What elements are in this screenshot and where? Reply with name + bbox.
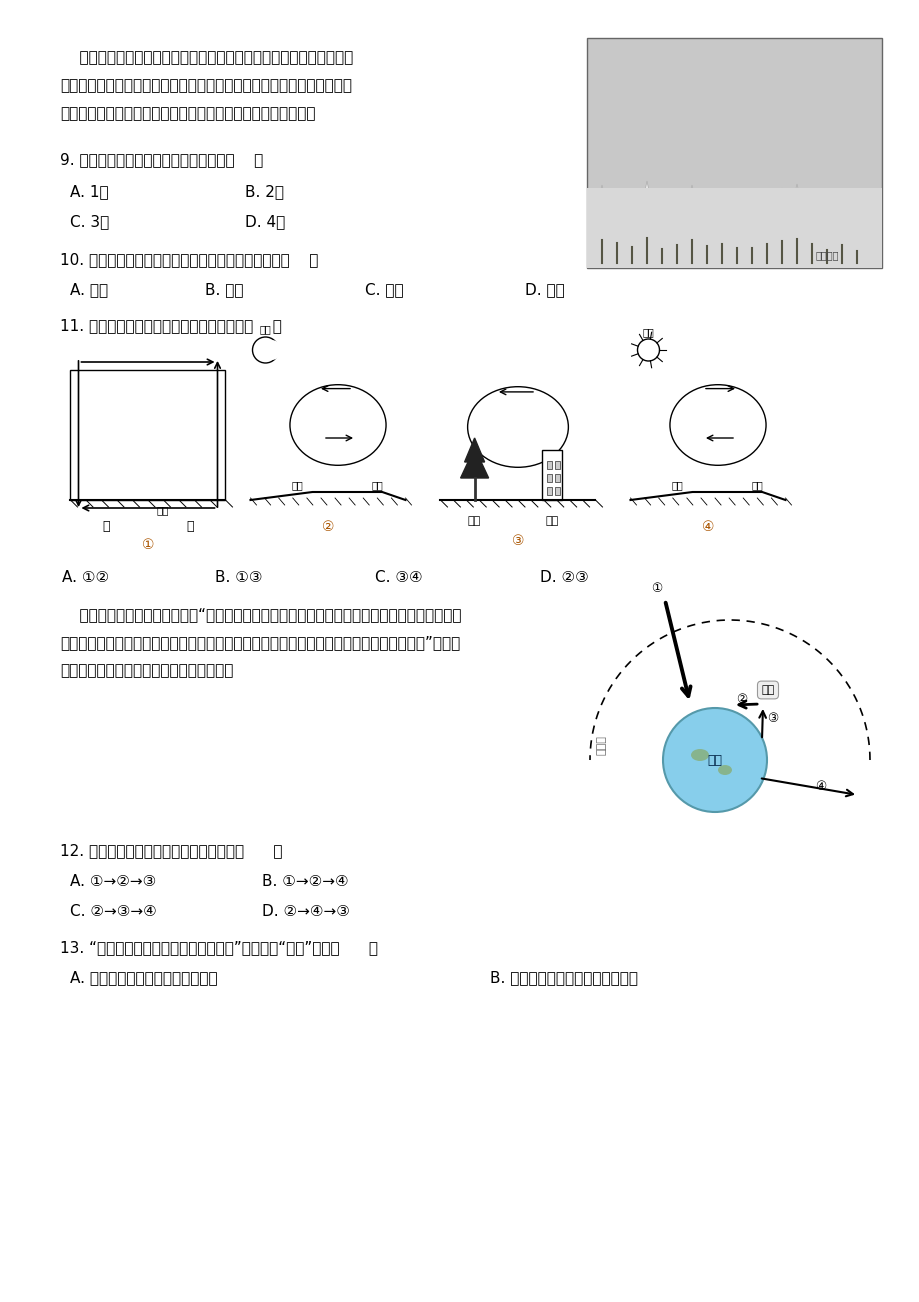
Polygon shape [634,181,658,238]
Text: 郊区: 郊区 [468,516,481,526]
Bar [554,461,560,469]
Bar [554,474,560,482]
Text: A. 海洋: A. 海洋 [70,283,108,297]
Text: 云层: 云层 [761,685,774,695]
Text: 吉林雾淧: 吉林雾淧 [814,250,838,260]
Text: C. ②→③→④: C. ②→③→④ [70,904,156,919]
Polygon shape [679,185,703,240]
Text: B. 反射大气逃说射，增大大气温度: B. 反射大气逃说射，增大大气温度 [490,970,637,986]
Ellipse shape [690,749,709,760]
Text: C. 岩石: C. 岩石 [365,283,403,297]
Text: 月亮: 月亮 [259,324,271,335]
Text: ③: ③ [766,711,777,724]
Text: 13. “放火做焉，少得烟气，则免于霜岁”，是因为“烟气”可以（      ）: 13. “放火做焉，少得烟气，则免于霜岁”，是因为“烟气”可以（ ） [60,940,378,954]
Text: 雾淧，俗称树挂，是低温时空气中水汽直接凝华，或过冷雾滴直接冻: 雾淧，俗称树挂，是低温时空气中水汽直接凝华，或过冷雾滴直接冻 [60,49,353,65]
Text: 陆地: 陆地 [290,480,302,490]
Text: 冷: 冷 [102,519,109,533]
Polygon shape [619,210,643,247]
Circle shape [663,708,766,812]
Polygon shape [739,214,763,247]
FancyBboxPatch shape [586,187,881,268]
Polygon shape [800,201,823,243]
Polygon shape [724,214,748,247]
Text: ①: ① [651,582,662,595]
Text: 海洋: 海洋 [751,480,763,490]
Text: 陆地: 陆地 [670,480,682,490]
Text: ①: ① [142,538,154,552]
Bar [71,370,225,500]
Text: B. 2个: B. 2个 [244,184,284,199]
Circle shape [637,339,659,361]
Circle shape [252,337,278,363]
Text: ③: ③ [511,534,524,548]
Text: 10. 构成雾淧景观的核心要素所属地球圈层的主体是（    ）: 10. 构成雾淧景观的核心要素所属地球圈层的主体是（ ） [60,253,318,267]
Text: 太阳: 太阳 [642,327,653,337]
FancyBboxPatch shape [586,38,881,268]
Text: D. ②→④→③: D. ②→④→③ [262,904,349,919]
Ellipse shape [717,766,732,775]
Text: 林雾淧最为有名。下图为吉林雾淧景观图。据此回答下列各题。: 林雾淧最为有名。下图为吉林雾淧景观图。据此回答下列各题。 [60,105,315,121]
Bar [547,474,551,482]
Text: 大气受热过程示意图。据此完成下面小题。: 大气受热过程示意图。据此完成下面小题。 [60,663,233,678]
Circle shape [261,340,281,359]
Text: ②: ② [735,693,747,706]
Text: A. ①→②→③: A. ①→②→③ [70,874,156,889]
Text: A. ①②: A. ①② [62,570,109,585]
Text: 城市: 城市 [545,516,558,526]
Bar [547,487,551,495]
Text: D. 4个: D. 4个 [244,214,285,229]
Polygon shape [650,216,674,249]
Text: 热: 热 [186,519,193,533]
Polygon shape [829,202,853,245]
Polygon shape [844,223,868,251]
Text: C. 3个: C. 3个 [70,214,109,229]
Text: ②: ② [322,519,334,534]
Polygon shape [769,187,793,241]
Polygon shape [605,195,629,242]
Text: B. ①③: B. ①③ [215,570,262,585]
Bar [554,487,560,495]
Bar [541,450,562,500]
Text: B. 空气: B. 空气 [205,283,244,297]
Text: 大气层: 大气层 [596,736,607,755]
Polygon shape [754,201,778,243]
Text: 天雨新晴，北风寒切，是夜必霜，此时放火做焉（无焊的微火），少得烟气，则免于霜岁。”下图是: 天雨新晴，北风寒切，是夜必霜，此时放火做焉（无焊的微火），少得烟气，则免于霜岁。… [60,635,460,650]
Text: A. 吸收大气逃说射，增加地面温度: A. 吸收大气逃说射，增加地面温度 [70,970,218,986]
Text: ④: ④ [701,519,713,534]
Polygon shape [664,203,688,245]
Polygon shape [694,204,719,246]
Text: A. 1个: A. 1个 [70,184,108,199]
Polygon shape [589,185,613,240]
Bar [547,461,551,469]
Text: 结在物体上的乳白色冰晶沉积物，是非常难得的自然奇观。雾淧景观以吉: 结在物体上的乳白色冰晶沉积物，是非常难得的自然奇观。雾淧景观以吉 [60,78,352,92]
Text: 《齐民要术》中有文字记载：“凡五果，花盛时遇霜，则无子。常预于园中，往往踪恶草生粪。: 《齐民要术》中有文字记载：“凡五果，花盛时遇霜，则无子。常预于园中，往往踪恶草生… [60,607,461,622]
Text: 地球: 地球 [707,754,721,767]
Text: 12. 近地面大气温度升高的热量传递过程（      ）: 12. 近地面大气温度升高的热量传递过程（ ） [60,842,282,858]
Text: ④: ④ [814,780,825,793]
Text: 11. 下列近地面大气热力环流绘制正确的是（    ）: 11. 下列近地面大气热力环流绘制正确的是（ ） [60,318,281,333]
Text: 海洋: 海洋 [371,480,383,490]
Polygon shape [464,437,484,462]
Text: C. ③④: C. ③④ [375,570,422,585]
Polygon shape [784,184,808,240]
Text: 地面: 地面 [156,505,169,516]
Text: B. ①→②→④: B. ①→②→④ [262,874,348,889]
Text: D. 植物: D. 植物 [525,283,564,297]
Polygon shape [460,448,488,478]
Polygon shape [709,201,733,245]
Text: 9. 雾淧的形成，体现的地球圈层数量有（    ）: 9. 雾淧的形成，体现的地球圈层数量有（ ） [60,152,263,167]
Polygon shape [814,221,838,250]
Text: D. ②③: D. ②③ [539,570,588,585]
